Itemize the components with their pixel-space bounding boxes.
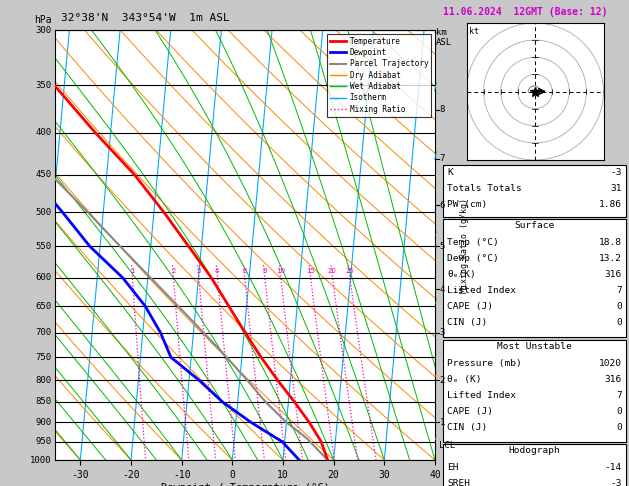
Text: 316: 316 bbox=[605, 270, 622, 279]
Text: /: / bbox=[435, 151, 438, 160]
Text: 6: 6 bbox=[242, 268, 247, 274]
Text: /: / bbox=[435, 32, 437, 36]
Text: 800: 800 bbox=[36, 376, 52, 385]
Text: 0: 0 bbox=[616, 423, 622, 432]
Text: 850: 850 bbox=[36, 398, 52, 406]
Text: 1000: 1000 bbox=[30, 455, 52, 465]
Text: 7: 7 bbox=[616, 286, 622, 295]
Text: θₑ (K): θₑ (K) bbox=[447, 375, 481, 384]
Text: /: / bbox=[435, 434, 437, 440]
Text: 15: 15 bbox=[306, 268, 315, 274]
Text: 4: 4 bbox=[215, 268, 220, 274]
Text: 4: 4 bbox=[440, 285, 445, 294]
Legend: Temperature, Dewpoint, Parcel Trajectory, Dry Adiabat, Wet Adiabat, Isotherm, Mi: Temperature, Dewpoint, Parcel Trajectory… bbox=[327, 34, 431, 117]
Text: 2: 2 bbox=[171, 268, 175, 274]
Text: EH: EH bbox=[447, 463, 459, 472]
Text: 650: 650 bbox=[36, 302, 52, 311]
Text: K: K bbox=[447, 168, 453, 177]
X-axis label: Dewpoint / Temperature (°C): Dewpoint / Temperature (°C) bbox=[160, 483, 330, 486]
Text: 400: 400 bbox=[36, 128, 52, 137]
Text: 7: 7 bbox=[616, 391, 622, 399]
Text: -14: -14 bbox=[605, 463, 622, 472]
Text: 900: 900 bbox=[36, 418, 52, 427]
Text: 31: 31 bbox=[611, 184, 622, 193]
Text: /: / bbox=[435, 298, 437, 304]
Text: 0: 0 bbox=[616, 302, 622, 312]
Text: 600: 600 bbox=[36, 273, 52, 282]
Text: /: / bbox=[435, 371, 437, 377]
Text: Most Unstable: Most Unstable bbox=[497, 342, 572, 351]
Text: 3: 3 bbox=[196, 268, 201, 274]
Text: 3: 3 bbox=[440, 328, 445, 337]
Text: 6: 6 bbox=[440, 201, 445, 210]
Text: /: / bbox=[435, 231, 437, 236]
Text: Lifted Index: Lifted Index bbox=[447, 286, 516, 295]
Text: 500: 500 bbox=[36, 208, 52, 217]
Text: Dewp (°C): Dewp (°C) bbox=[447, 254, 499, 263]
Text: CIN (J): CIN (J) bbox=[447, 318, 487, 327]
Text: 316: 316 bbox=[605, 375, 622, 384]
Text: 450: 450 bbox=[36, 170, 52, 179]
Text: 1020: 1020 bbox=[599, 359, 622, 368]
Text: 7: 7 bbox=[440, 154, 445, 163]
Text: 20: 20 bbox=[328, 268, 337, 274]
Text: 25: 25 bbox=[345, 268, 354, 274]
Text: Pressure (mb): Pressure (mb) bbox=[447, 359, 521, 368]
Text: θₑ(K): θₑ(K) bbox=[447, 270, 476, 279]
Text: 0: 0 bbox=[616, 407, 622, 416]
Text: 1.86: 1.86 bbox=[599, 200, 622, 209]
Text: 300: 300 bbox=[36, 25, 52, 35]
Text: LCL: LCL bbox=[440, 441, 455, 450]
Text: 950: 950 bbox=[36, 437, 52, 446]
Text: 2: 2 bbox=[440, 376, 445, 385]
Text: Hodograph: Hodograph bbox=[509, 446, 560, 455]
Text: SREH: SREH bbox=[447, 479, 470, 486]
Text: Lifted Index: Lifted Index bbox=[447, 391, 516, 399]
Text: hPa: hPa bbox=[34, 15, 52, 25]
Text: 8: 8 bbox=[440, 105, 445, 114]
Text: 550: 550 bbox=[36, 242, 52, 251]
Text: 11.06.2024  12GMT (Base: 12): 11.06.2024 12GMT (Base: 12) bbox=[443, 7, 608, 17]
Text: /: / bbox=[435, 83, 438, 92]
Text: 1: 1 bbox=[440, 418, 445, 427]
Text: 350: 350 bbox=[36, 81, 52, 89]
Text: CIN (J): CIN (J) bbox=[447, 423, 487, 432]
Text: -3: -3 bbox=[611, 479, 622, 486]
Text: 5: 5 bbox=[440, 242, 445, 251]
Text: 700: 700 bbox=[36, 328, 52, 337]
Text: kt: kt bbox=[469, 27, 479, 36]
Text: CAPE (J): CAPE (J) bbox=[447, 302, 493, 312]
Text: 750: 750 bbox=[36, 353, 52, 362]
Text: 0: 0 bbox=[616, 318, 622, 327]
Text: -3: -3 bbox=[611, 168, 622, 177]
Text: 13.2: 13.2 bbox=[599, 254, 622, 263]
Text: 1: 1 bbox=[130, 268, 135, 274]
Text: 8: 8 bbox=[262, 268, 267, 274]
Text: km
ASL: km ASL bbox=[437, 28, 452, 47]
Text: 32°38'N  343°54'W  1m ASL: 32°38'N 343°54'W 1m ASL bbox=[61, 13, 230, 23]
Text: Totals Totals: Totals Totals bbox=[447, 184, 521, 193]
Text: Surface: Surface bbox=[515, 221, 555, 230]
Text: 10: 10 bbox=[276, 268, 285, 274]
Text: PW (cm): PW (cm) bbox=[447, 200, 487, 209]
Text: Temp (°C): Temp (°C) bbox=[447, 238, 499, 247]
Text: Mixing Ratio (g/kg): Mixing Ratio (g/kg) bbox=[460, 197, 469, 293]
Text: CAPE (J): CAPE (J) bbox=[447, 407, 493, 416]
Text: 18.8: 18.8 bbox=[599, 238, 622, 247]
